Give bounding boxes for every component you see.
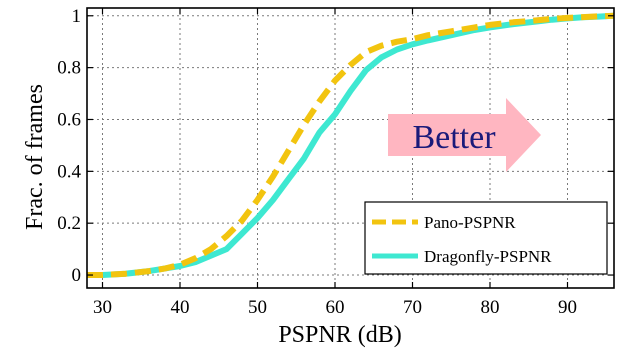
better-annotation: Better [388, 98, 541, 172]
legend-label-dragonfly: Dragonfly-PSPNR [424, 247, 552, 266]
x-tick-label: 70 [403, 297, 422, 318]
y-tick-label: 1 [72, 6, 82, 27]
legend-box [364, 201, 608, 275]
x-tick-label: 40 [171, 297, 190, 318]
x-tick-labels: 30 40 50 60 70 80 90 [93, 297, 577, 318]
legend: Pano-PSPNR Dragonfly-PSPNR [364, 201, 608, 275]
series-layer [87, 12, 615, 278]
better-arrow-icon [388, 98, 541, 172]
series-line-pano [87, 12, 615, 278]
y-tick-label: 0.4 [57, 161, 81, 182]
x-tick-label: 60 [326, 297, 345, 318]
x-tick-label: 30 [93, 297, 112, 318]
plot-frame [86, 7, 615, 289]
y-tick-label: 0.8 [57, 58, 81, 79]
better-label: Better [412, 119, 496, 156]
series-line-dragonfly [87, 12, 615, 278]
tick-marks [87, 8, 614, 288]
y-tick-label: 0 [72, 265, 82, 286]
y-axis-label: Frac. of frames [22, 84, 48, 230]
x-tick-label: 50 [248, 297, 267, 318]
y-tick-label: 0.2 [57, 213, 81, 234]
y-tick-label: 0.6 [57, 109, 81, 130]
x-axis-label: PSPNR (dB) [278, 322, 401, 348]
x-tick-label: 90 [558, 297, 577, 318]
y-tick-labels: 0 0.2 0.4 0.6 0.8 1 [57, 6, 81, 286]
legend-label-pano: Pano-PSPNR [424, 213, 516, 232]
x-tick-label: 80 [481, 297, 500, 318]
